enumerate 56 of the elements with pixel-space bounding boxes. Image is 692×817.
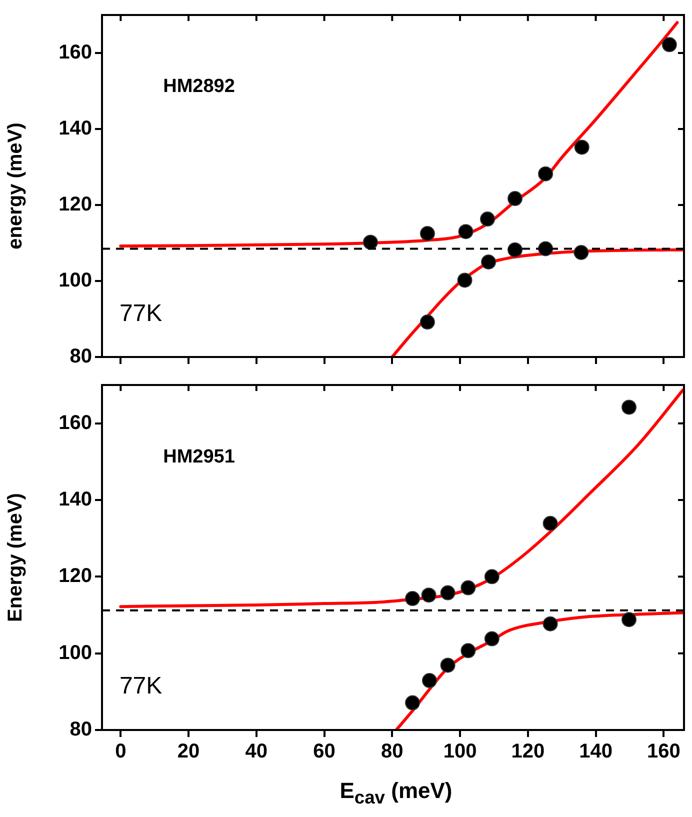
point [574, 245, 589, 260]
point [622, 612, 637, 628]
y-tick-label: 100 [58, 270, 92, 292]
y-tick-label: 80 [70, 346, 92, 368]
annotation: HM2892 [163, 76, 235, 98]
y-axis-title: Energy (meV) [4, 493, 27, 622]
point [538, 241, 554, 256]
y-tick-label: 80 [70, 718, 92, 741]
y-tick-label: 100 [58, 642, 92, 664]
point [420, 226, 435, 241]
point [440, 585, 456, 600]
point [538, 166, 554, 182]
line-series [394, 611, 684, 730]
point [622, 400, 637, 415]
point [422, 673, 437, 688]
annotation: HM2951 [163, 446, 236, 468]
point [460, 580, 476, 596]
y-tick-label: 140 [58, 118, 92, 140]
point [508, 191, 522, 206]
point [542, 516, 558, 531]
point [421, 588, 436, 603]
x-tick-label: 40 [245, 740, 268, 763]
point [484, 631, 500, 646]
x-tick-label: 0 [115, 740, 126, 763]
point [574, 140, 590, 155]
point [460, 643, 476, 658]
x-tick-label: 120 [511, 740, 545, 763]
point [508, 242, 522, 258]
x-tick-label: 140 [579, 740, 612, 763]
annotation: 77K [119, 300, 162, 327]
y-tick-label: 160 [58, 42, 92, 64]
annotation: 77K [119, 672, 162, 700]
point [457, 272, 472, 288]
point [362, 234, 378, 250]
line-series [119, 388, 684, 608]
y-axis-title: energy (meV) [4, 122, 27, 250]
y-tick-label: 120 [58, 194, 92, 216]
x-tick-label: 100 [443, 740, 477, 763]
point [480, 212, 496, 227]
y-tick-label: 120 [58, 565, 92, 588]
point [484, 569, 500, 584]
point [405, 695, 420, 710]
x-tick-label: 20 [177, 740, 200, 763]
x-tick-label: 160 [646, 740, 680, 763]
point [458, 224, 474, 240]
point [440, 658, 456, 673]
point [405, 591, 420, 606]
y-tick-label: 160 [58, 412, 92, 434]
point [481, 254, 496, 270]
x-tick-label: 60 [313, 740, 336, 763]
x-axis-title: E$_{cav}$ (meV) [338, 778, 454, 808]
x-tick-label: 80 [381, 740, 404, 763]
point [420, 314, 435, 330]
y-tick-label: 140 [58, 488, 92, 511]
point [542, 616, 558, 632]
point [662, 37, 677, 52]
